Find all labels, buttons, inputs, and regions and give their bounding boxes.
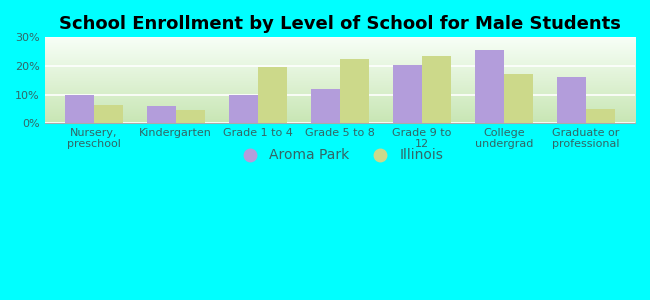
Bar bbox=[94, 105, 122, 123]
Bar bbox=[176, 110, 205, 123]
Bar bbox=[504, 74, 532, 123]
Bar bbox=[229, 95, 258, 123]
Bar bbox=[65, 95, 94, 123]
Bar bbox=[557, 77, 586, 123]
Bar bbox=[147, 106, 176, 123]
Bar bbox=[393, 64, 422, 123]
Bar bbox=[311, 89, 340, 123]
Legend: Aroma Park, Illinois: Aroma Park, Illinois bbox=[231, 143, 449, 168]
Bar bbox=[475, 50, 504, 123]
Bar bbox=[340, 59, 369, 123]
Title: School Enrollment by Level of School for Male Students: School Enrollment by Level of School for… bbox=[59, 15, 621, 33]
Bar bbox=[586, 109, 614, 123]
Bar bbox=[258, 67, 287, 123]
Bar bbox=[422, 56, 450, 123]
